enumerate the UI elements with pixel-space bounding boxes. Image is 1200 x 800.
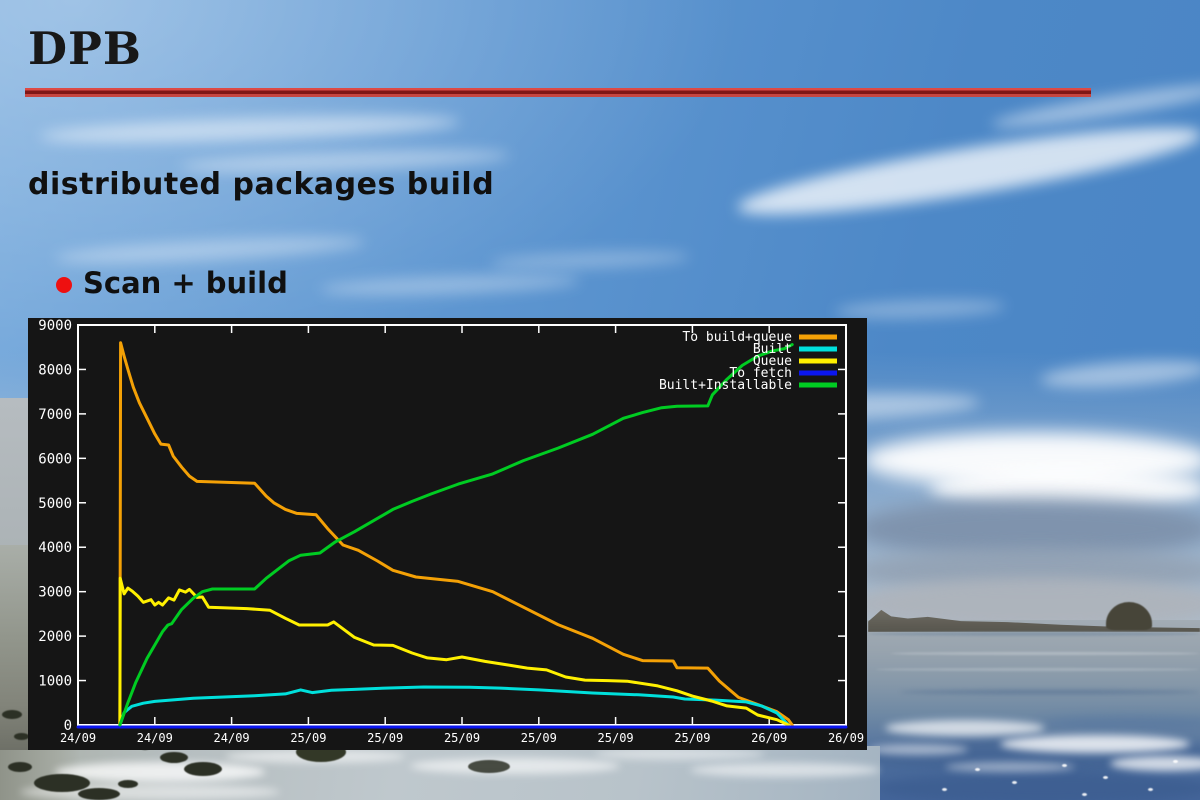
water-sparkle bbox=[942, 788, 947, 791]
sea-streak bbox=[900, 690, 1200, 694]
series-line-to-build-queue bbox=[118, 341, 794, 727]
page-title: DPB bbox=[28, 22, 142, 75]
series-line-queue bbox=[118, 576, 790, 727]
x-tick-label: 24/09 bbox=[214, 731, 250, 745]
y-tick-label: 1000 bbox=[38, 674, 72, 690]
left-beach-strip bbox=[0, 545, 30, 750]
legend-label-built: Built bbox=[753, 342, 792, 357]
water-sparkle bbox=[1062, 764, 1067, 767]
water-sparkle bbox=[1012, 781, 1017, 784]
rock bbox=[8, 762, 32, 772]
sea-streak bbox=[890, 652, 1200, 655]
x-tick-label: 24/09 bbox=[137, 731, 173, 745]
series-line-built-installable bbox=[118, 343, 794, 727]
y-tick-label: 8000 bbox=[38, 362, 72, 378]
wave-foam bbox=[1110, 756, 1200, 771]
axis-ticks bbox=[77, 324, 847, 726]
bullet-label: Scan + build bbox=[83, 266, 288, 300]
title-rule bbox=[25, 88, 1091, 97]
x-axis-labels: 24/09 24/09 24/09 25/09 25/09 25/09 25/09 25/09… bbox=[60, 731, 864, 745]
sea-streak bbox=[875, 668, 1200, 671]
water-sparkle bbox=[1103, 776, 1108, 779]
bullet-row: Scan + build bbox=[56, 266, 288, 300]
x-tick-label: 26/09 bbox=[751, 731, 787, 745]
left-horizon-haze bbox=[0, 398, 30, 548]
plot-frame bbox=[77, 324, 847, 726]
wave-shadow bbox=[1040, 716, 1200, 730]
sea-streak bbox=[868, 632, 1200, 636]
slide-subtitle: distributed packages build bbox=[28, 167, 495, 202]
wave-shadow bbox=[875, 772, 1200, 800]
y-tick-label: 4000 bbox=[38, 540, 72, 556]
y-tick-label: 7000 bbox=[38, 407, 72, 423]
x-tick-label: 24/09 bbox=[60, 731, 96, 745]
legend-label-built-installable: Built+Installable bbox=[659, 378, 792, 393]
water-sparkle bbox=[1082, 793, 1087, 796]
x-tick-label: 25/09 bbox=[521, 731, 557, 745]
packages-build-chart: 0 1000 2000 3000 4000 5000 6000 7000 8000 9000 24/… bbox=[28, 318, 867, 750]
x-tick-label: 26/09 bbox=[828, 731, 864, 745]
pebble bbox=[2, 710, 22, 719]
series-line-built bbox=[118, 685, 790, 727]
chart-svg: 0 1000 2000 3000 4000 5000 6000 7000 8000 9000 24/… bbox=[38, 318, 864, 745]
wave-foam bbox=[868, 744, 968, 755]
pebble bbox=[14, 733, 29, 740]
x-tick-label: 25/09 bbox=[444, 731, 480, 745]
legend-label-to-fetch: To fetch bbox=[729, 366, 792, 381]
y-tick-label: 2000 bbox=[38, 629, 72, 645]
y-tick-label: 9000 bbox=[38, 318, 72, 334]
legend-label-queue: Queue bbox=[753, 354, 792, 369]
shore-foam bbox=[690, 763, 880, 777]
x-tick-label: 25/09 bbox=[598, 731, 634, 745]
x-tick-label: 25/09 bbox=[290, 731, 326, 745]
rock bbox=[160, 752, 188, 763]
water-sparkle bbox=[1173, 760, 1178, 763]
legend-label-to-build-queue: To build+queue bbox=[682, 330, 792, 345]
shore-foam bbox=[410, 758, 620, 774]
shore-foam bbox=[595, 748, 765, 760]
rock bbox=[118, 780, 138, 788]
bullet-icon bbox=[56, 277, 72, 293]
water-sparkle bbox=[1148, 788, 1153, 791]
y-tick-label: 6000 bbox=[38, 451, 72, 467]
x-tick-label: 25/09 bbox=[674, 731, 710, 745]
water-sparkle bbox=[975, 768, 980, 771]
rock bbox=[78, 788, 120, 800]
y-tick-label: 0 bbox=[64, 718, 72, 734]
rock bbox=[184, 762, 222, 776]
y-tick-label: 3000 bbox=[38, 585, 72, 601]
x-tick-label: 25/09 bbox=[367, 731, 403, 745]
wave-foam bbox=[945, 762, 1075, 772]
rock bbox=[468, 760, 510, 773]
wave-foam bbox=[885, 720, 1045, 736]
island-rock bbox=[1106, 602, 1152, 630]
y-tick-label: 5000 bbox=[38, 496, 72, 512]
wave-foam bbox=[1000, 735, 1190, 753]
rock bbox=[34, 774, 90, 792]
y-axis-labels: 0 1000 2000 3000 4000 5000 6000 7000 8000 9000 bbox=[38, 318, 72, 734]
